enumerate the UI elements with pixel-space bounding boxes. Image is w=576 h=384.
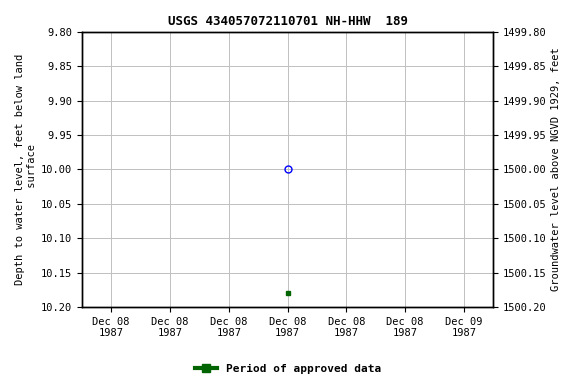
- Y-axis label: Depth to water level, feet below land
 surface: Depth to water level, feet below land su…: [15, 54, 37, 285]
- Legend: Period of approved data: Period of approved data: [191, 359, 385, 379]
- Y-axis label: Groundwater level above NGVD 1929, feet: Groundwater level above NGVD 1929, feet: [551, 48, 561, 291]
- Title: USGS 434057072110701 NH-HHW  189: USGS 434057072110701 NH-HHW 189: [168, 15, 408, 28]
